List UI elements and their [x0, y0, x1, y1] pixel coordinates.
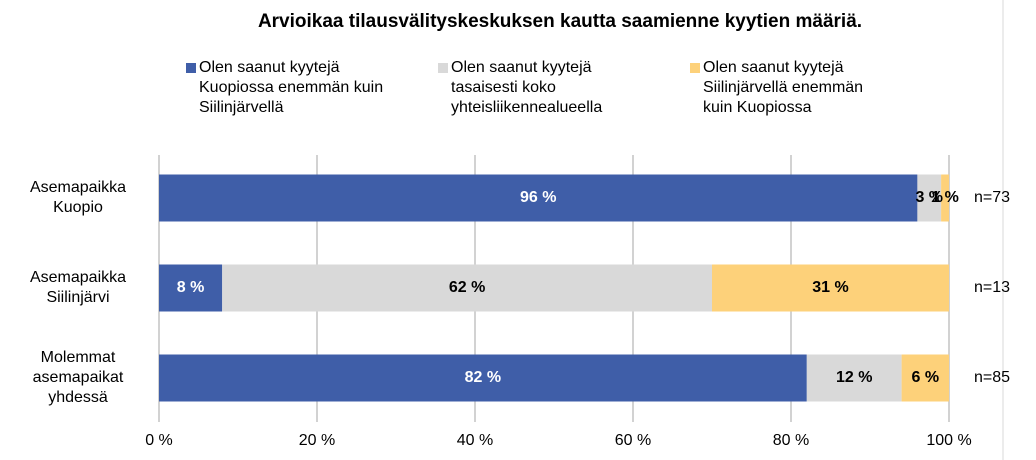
bar-segment	[222, 264, 712, 312]
bar-segment	[712, 264, 949, 312]
sample-size: n=73	[974, 189, 1010, 206]
sample-size: n=85	[974, 369, 1010, 386]
bar-segment	[159, 354, 807, 402]
bar-segment	[806, 354, 902, 402]
legend-label: Olen saanut kyytejä tasaisesti koko yhte…	[451, 59, 603, 116]
data-label: 12 %	[836, 369, 872, 386]
data-label: 3 %	[915, 189, 943, 206]
bar-segment	[941, 174, 949, 222]
data-label: 1 %	[931, 189, 959, 206]
data-label: 82 %	[465, 369, 501, 386]
legend-label: Olen saanut kyytejä Siilinjärvellä enemm…	[703, 59, 864, 116]
category-label: Molemmat asemapaikat yhdessä	[32, 349, 124, 406]
data-label: 8 %	[177, 279, 205, 296]
bar-segment	[159, 174, 918, 222]
legend-entry: Olen saanut kyytejä tasaisesti koko yhte…	[438, 58, 641, 118]
legend-swatch	[186, 63, 196, 73]
category-label: Asemapaikka Siilinjärvi	[29, 269, 127, 306]
legend-entry: Olen saanut kyytejä Siilinjärvellä enemm…	[690, 58, 893, 118]
legend-swatch	[690, 63, 700, 73]
x-tick-label: 0 %	[145, 432, 173, 449]
data-label: 31 %	[812, 279, 848, 296]
x-tick-label: 40 %	[457, 432, 493, 449]
chart-title: Arvioikaa tilausvälityskeskuksen kautta …	[258, 11, 862, 32]
x-tick-label: 60 %	[615, 432, 651, 449]
legend-label: Olen saanut kyytejä Kuopiossa enemmän ku…	[199, 59, 384, 116]
legend-swatch	[438, 63, 448, 73]
bar-segment	[901, 354, 949, 402]
x-tick-label: 80 %	[773, 432, 809, 449]
x-tick-label: 20 %	[299, 432, 335, 449]
bar-segment	[159, 264, 223, 312]
data-label: 96 %	[520, 189, 556, 206]
data-label: 6 %	[912, 369, 940, 386]
bar-segment	[917, 174, 942, 222]
x-tick-label: 100 %	[926, 432, 971, 449]
legend-entry: Olen saanut kyytejä Kuopiossa enemmän ku…	[186, 58, 389, 118]
sample-size: n=13	[974, 279, 1010, 296]
category-label: Asemapaikka Kuopio	[29, 179, 127, 216]
data-label: 62 %	[449, 279, 485, 296]
